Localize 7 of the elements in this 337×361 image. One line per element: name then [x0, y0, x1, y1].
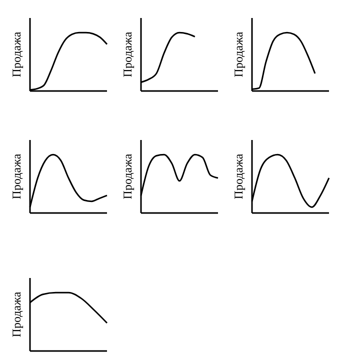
- y-axis-title: Продажа: [9, 31, 24, 78]
- y-axis-title: Продажа: [9, 153, 24, 200]
- y-axis-title: Продажа: [231, 153, 246, 200]
- y-axis-title: Продажа: [120, 153, 134, 200]
- y-axis-title: Продажа: [231, 31, 246, 78]
- y-axis-title: Продажа: [120, 31, 134, 78]
- y-axis-title: Продажа: [9, 291, 24, 338]
